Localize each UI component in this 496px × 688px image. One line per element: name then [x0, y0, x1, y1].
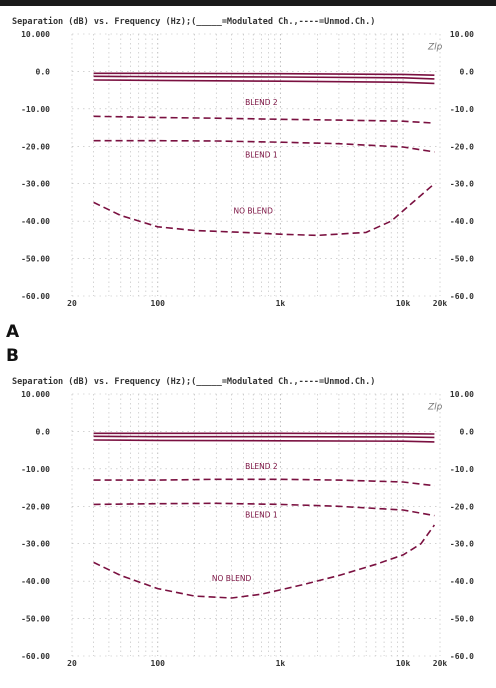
curve-annotation-label: BLEND 1	[245, 151, 278, 160]
y-tick-label-left: -50.00	[21, 615, 50, 624]
y-tick-label-left: 10.000	[21, 390, 50, 399]
unmodulated-channel-curve-4	[93, 502, 435, 517]
corner-mark: Zlp	[427, 42, 443, 52]
y-tick-label-left: -20.00	[21, 502, 50, 511]
y-tick-label-right: -30.0	[450, 540, 474, 549]
chart-title: Separation (dB) vs. Frequency (Hz);(____…	[12, 376, 375, 387]
y-tick-label-right: -60.0	[450, 292, 474, 301]
modulated-channel-curve-2	[93, 79, 435, 85]
modulated-channel-curve-0	[93, 432, 435, 435]
y-tick-label-right: -10.0	[450, 465, 474, 474]
x-tick-label: 20	[67, 659, 77, 668]
y-tick-label-right: -40.0	[450, 577, 474, 586]
y-tick-label-right: 0.0	[460, 427, 475, 436]
y-tick-label-right: 10.00	[450, 30, 474, 39]
y-tick-label-left: -10.00	[21, 105, 50, 114]
top-border-bar	[0, 0, 496, 6]
x-tick-label: 100	[151, 659, 166, 668]
y-tick-label-left: -30.00	[21, 180, 50, 189]
y-tick-label-left: -50.00	[21, 255, 50, 264]
y-tick-label-right: -20.0	[450, 502, 474, 511]
panel-label-a: A	[6, 322, 20, 342]
y-tick-label-left: -40.00	[21, 217, 50, 226]
y-tick-label-right: -50.0	[450, 615, 474, 624]
x-tick-label: 1k	[276, 299, 286, 308]
y-tick-label-right: -50.0	[450, 255, 474, 264]
chart-b-svg: Separation (dB) vs. Frequency (Hz);(____…	[12, 376, 475, 668]
x-tick-label: 10k	[396, 299, 411, 308]
chart-panel-a: Separation (dB) vs. Frequency (Hz);(____…	[0, 8, 496, 328]
y-tick-label-left: -40.00	[21, 577, 50, 586]
grid-lines	[71, 393, 441, 657]
y-tick-label-left: -30.00	[21, 540, 50, 549]
x-tick-label: 10k	[396, 659, 411, 668]
y-tick-label-right: -60.0	[450, 652, 474, 661]
x-tick-label: 20k	[433, 299, 448, 308]
y-tick-label-right: -30.0	[450, 180, 474, 189]
curve-annotation-label: BLEND 2	[245, 462, 278, 471]
y-tick-label-left: -60.00	[21, 292, 50, 301]
unmodulated-channel-curve-3	[93, 478, 435, 487]
y-tick-label-left: -60.00	[21, 652, 50, 661]
grid-lines	[71, 33, 441, 297]
modulated-channel-curve-2	[93, 439, 435, 443]
unmodulated-channel-curve-5	[93, 183, 435, 237]
curve-annotation-label: BLEND 2	[245, 98, 278, 107]
unmodulated-channel-curve-5	[93, 524, 436, 599]
unmodulated-channel-curve-3	[93, 115, 435, 124]
y-tick-label-left: 0.0	[36, 67, 51, 76]
panel-label-b: B	[6, 346, 19, 366]
curve-annotation-label: NO BLEND	[212, 574, 252, 583]
modulated-channel-curve-1	[93, 435, 435, 439]
y-tick-label-left: -10.00	[21, 465, 50, 474]
corner-mark: Zlp	[427, 402, 443, 412]
curve-annotation-label: NO BLEND	[234, 207, 274, 216]
y-tick-label-left: -20.00	[21, 142, 50, 151]
x-tick-label: 20	[67, 299, 77, 308]
modulated-channel-curve-0	[93, 72, 435, 76]
y-tick-label-right: -40.0	[450, 217, 474, 226]
x-tick-label: 100	[151, 299, 166, 308]
x-tick-label: 1k	[276, 659, 286, 668]
chart-panel-b: Separation (dB) vs. Frequency (Hz);(____…	[0, 368, 496, 688]
modulated-channel-curve-1	[93, 75, 435, 80]
x-tick-label: 20k	[433, 659, 448, 668]
chart-a-svg: Separation (dB) vs. Frequency (Hz);(____…	[12, 16, 475, 308]
y-tick-label-right: -20.0	[450, 142, 474, 151]
unmodulated-channel-curve-4	[93, 139, 435, 153]
y-tick-label-right: 10.00	[450, 390, 474, 399]
y-tick-label-left: 10.000	[21, 30, 50, 39]
y-tick-label-left: 0.0	[36, 427, 51, 436]
curve-annotation-label: BLEND 1	[245, 511, 278, 520]
y-tick-label-right: 0.0	[460, 67, 475, 76]
y-tick-label-right: -10.0	[450, 105, 474, 114]
chart-title: Separation (dB) vs. Frequency (Hz);(____…	[12, 16, 375, 27]
